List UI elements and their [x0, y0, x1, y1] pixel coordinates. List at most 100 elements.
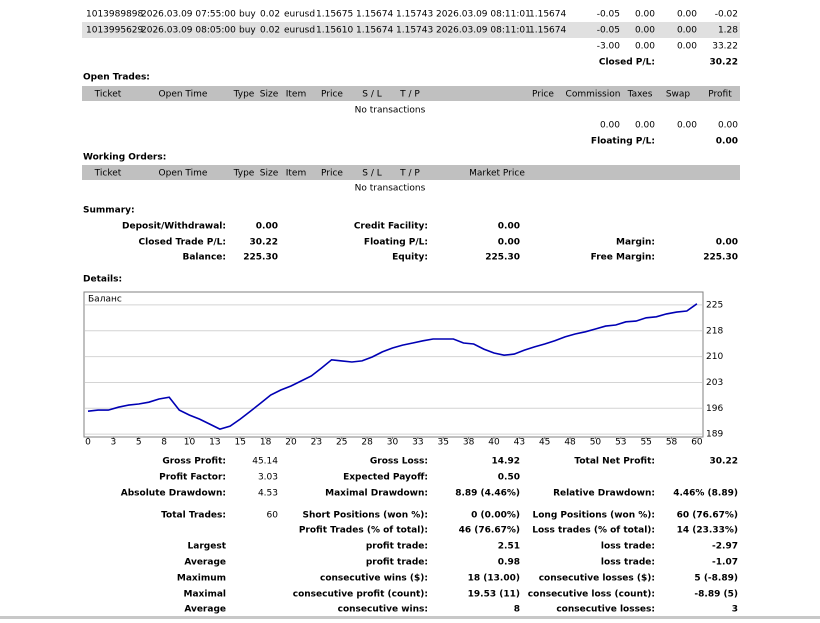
cell: 1013995629 [86, 26, 144, 36]
value: -2.97 [712, 542, 738, 552]
label: Credit Facility: [354, 222, 428, 232]
header-cell: S / L [362, 169, 381, 179]
y-tick-label: 189 [706, 430, 723, 440]
value: 14 (23.33%) [677, 526, 738, 536]
value: 0.50 [498, 473, 520, 483]
header-cell: T / P [399, 169, 420, 179]
label: loss trade: [601, 558, 655, 568]
x-tick-label: 58 [666, 438, 678, 448]
cell: 0.02 [260, 10, 280, 20]
header-cell: Size [260, 90, 279, 100]
header-cell: Item [286, 169, 307, 179]
x-tick-label: 50 [590, 438, 602, 448]
section-title: Open Trades: [83, 73, 150, 83]
cell: -0.05 [597, 10, 620, 20]
header-cell: Swap [666, 90, 691, 100]
total: 0.00 [677, 42, 697, 52]
y-tick-label: 196 [706, 404, 723, 414]
value: 46 (76.67%) [459, 526, 520, 536]
x-tick-label: 23 [311, 438, 322, 448]
y-tick-label: 203 [706, 378, 723, 388]
value: 8.89 (4.46%) [455, 489, 520, 499]
header-cell: Ticket [94, 90, 122, 100]
x-tick-label: 18 [260, 438, 272, 448]
label: Floating P/L: [591, 137, 655, 147]
value: 225.30 [485, 253, 520, 263]
cell: 2026.03.09 07:55:00 [141, 10, 236, 20]
label: Profit Trades (% of total): [299, 526, 428, 536]
header-cell: Open Time [159, 90, 208, 100]
value: 0 (0.00%) [471, 511, 520, 521]
cell: 1.28 [718, 26, 738, 36]
bottom-edge [0, 616, 820, 619]
label: consecutive profit (count): [293, 590, 428, 600]
header-cell: Size [260, 169, 279, 179]
y-tick-label: 218 [706, 326, 723, 336]
cell: buy [239, 26, 256, 36]
value: 3.03 [258, 473, 278, 483]
value: 0.00 [256, 222, 278, 232]
x-tick-label: 35 [437, 438, 448, 448]
label: consecutive wins ($): [320, 574, 428, 584]
total: 0.00 [718, 121, 738, 131]
x-tick-label: 25 [336, 438, 347, 448]
chart-frame [83, 291, 704, 438]
total: 0.00 [635, 42, 655, 52]
cell: 1.15674 [529, 10, 566, 20]
legend-label: Баланс [88, 295, 122, 305]
label: Profit Factor: [159, 473, 226, 483]
label: Short Positions (won %): [302, 511, 428, 521]
cell: 1.15674 [356, 26, 393, 36]
value: 5 (-8.89) [694, 574, 738, 584]
label: Gross Profit: [162, 457, 226, 467]
label: Expected Payoff: [343, 473, 428, 483]
label: Closed Trade P/L: [139, 238, 226, 248]
value: 18 (13.00) [468, 574, 520, 584]
label: profit trade: [366, 558, 428, 568]
label: Floating P/L: [364, 238, 428, 248]
section-title: Working Orders: [83, 153, 166, 163]
y-tick-label: 210 [706, 352, 723, 362]
cell: buy [239, 10, 256, 20]
value: 0.00 [498, 238, 520, 248]
cell: 0.00 [677, 10, 697, 20]
label: Closed P/L: [599, 58, 655, 68]
x-tick-label: 8 [161, 438, 167, 448]
label: consecutive loss (count): [528, 590, 655, 600]
cell: 1.15743 [396, 10, 433, 20]
x-tick-label: 38 [463, 438, 475, 448]
value: 30.22 [250, 238, 278, 248]
x-tick-label: 15 [235, 438, 246, 448]
label: Equity: [392, 253, 428, 263]
header-cell: Taxes [627, 90, 653, 100]
x-tick-label: 13 [209, 438, 220, 448]
total: -3.00 [597, 42, 621, 52]
label: Deposit/Withdrawal: [122, 222, 226, 232]
value: 225.30 [243, 253, 278, 263]
value: 2.51 [498, 542, 520, 552]
header-cell: Commission [566, 90, 621, 100]
cell: eurusd [284, 10, 315, 20]
cell: 0.00 [635, 26, 655, 36]
value: 0.98 [498, 558, 520, 568]
x-tick-label: 53 [615, 438, 626, 448]
value: 45.14 [252, 457, 278, 467]
cell: 2026.03.09 08:11:01 [436, 10, 531, 20]
empty-note: No transactions [355, 184, 426, 194]
label: Largest [188, 542, 227, 552]
label: loss trade: [601, 542, 655, 552]
cell: 1.15675 [316, 10, 353, 20]
row-shade [82, 22, 740, 38]
cell: 0.00 [677, 26, 697, 36]
x-tick-label: 55 [640, 438, 651, 448]
cell: 2026.03.09 08:11:01 [436, 26, 531, 36]
x-tick-label: 20 [285, 438, 297, 448]
header-cell: S / L [362, 90, 381, 100]
label: Margin: [616, 238, 655, 248]
x-tick-label: 10 [184, 438, 196, 448]
x-tick-label: 40 [488, 438, 500, 448]
cell: 0.00 [635, 10, 655, 20]
label: profit trade: [366, 542, 428, 552]
